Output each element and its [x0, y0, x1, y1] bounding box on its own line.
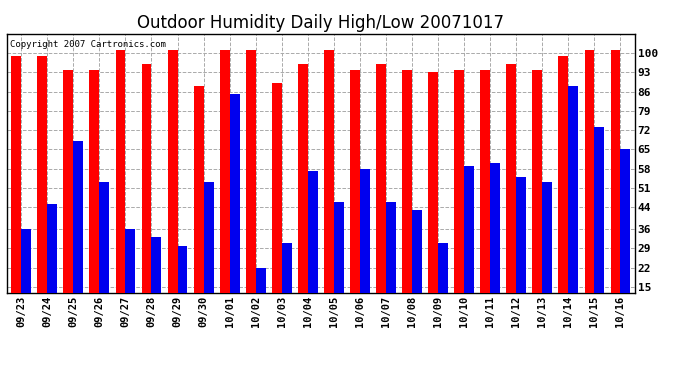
Bar: [402, 69, 412, 328]
Bar: [282, 243, 292, 328]
Bar: [298, 64, 308, 328]
Bar: [594, 128, 604, 328]
Bar: [324, 50, 334, 328]
Bar: [272, 83, 282, 328]
Text: Copyright 2007 Cartronics.com: Copyright 2007 Cartronics.com: [10, 40, 166, 49]
Bar: [141, 64, 152, 328]
Bar: [168, 50, 177, 328]
Bar: [194, 86, 204, 328]
Bar: [37, 56, 48, 328]
Bar: [334, 202, 344, 328]
Bar: [584, 50, 594, 328]
Bar: [454, 69, 464, 328]
Title: Outdoor Humidity Daily High/Low 20071017: Outdoor Humidity Daily High/Low 20071017: [137, 14, 504, 32]
Bar: [308, 171, 317, 328]
Bar: [99, 182, 109, 328]
Bar: [11, 56, 21, 328]
Bar: [533, 69, 542, 328]
Bar: [73, 141, 83, 328]
Bar: [246, 50, 256, 328]
Bar: [464, 166, 474, 328]
Bar: [256, 268, 266, 328]
Bar: [360, 169, 370, 328]
Bar: [152, 237, 161, 328]
Bar: [569, 86, 578, 328]
Bar: [230, 94, 239, 328]
Bar: [90, 69, 99, 328]
Bar: [558, 56, 569, 328]
Bar: [386, 202, 396, 328]
Bar: [126, 229, 135, 328]
Bar: [611, 50, 620, 328]
Bar: [620, 149, 631, 328]
Bar: [428, 72, 438, 328]
Bar: [63, 69, 73, 328]
Bar: [376, 64, 386, 328]
Bar: [21, 229, 31, 328]
Bar: [177, 246, 188, 328]
Bar: [516, 177, 526, 328]
Bar: [542, 182, 552, 328]
Bar: [506, 64, 516, 328]
Bar: [480, 69, 490, 328]
Bar: [350, 69, 360, 328]
Bar: [412, 210, 422, 328]
Bar: [438, 243, 448, 328]
Bar: [115, 50, 126, 328]
Bar: [490, 163, 500, 328]
Bar: [219, 50, 230, 328]
Bar: [48, 204, 57, 328]
Bar: [204, 182, 213, 328]
